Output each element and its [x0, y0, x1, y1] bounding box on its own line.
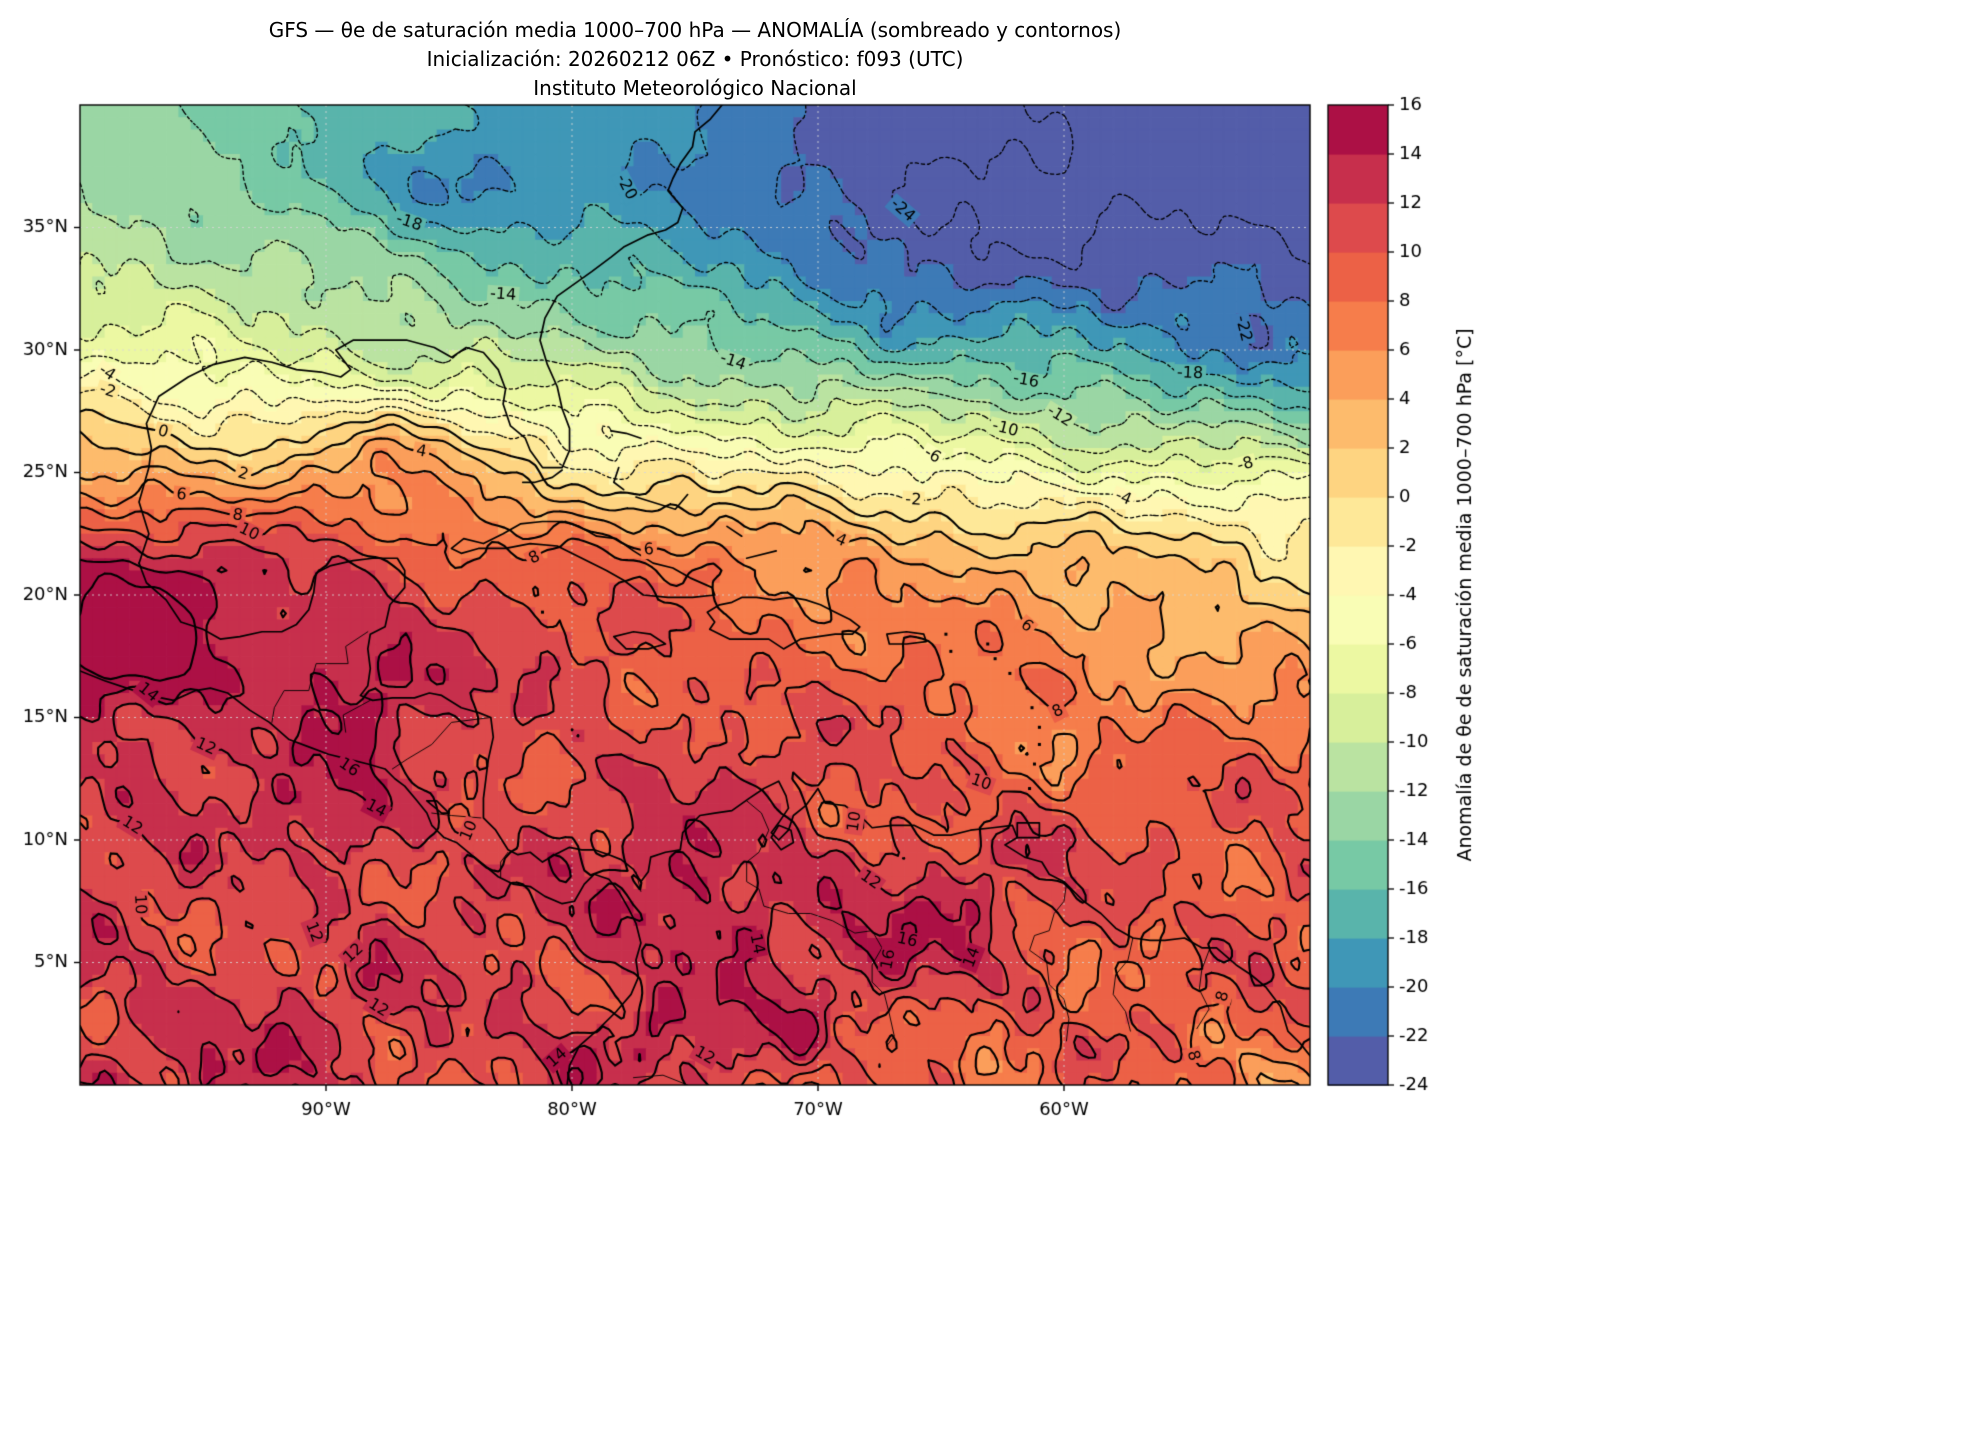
anomaly-map-canvas: [0, 0, 1980, 1440]
weather-chart-page: GFS — θe de saturación media 1000–700 hP…: [0, 0, 1980, 1440]
